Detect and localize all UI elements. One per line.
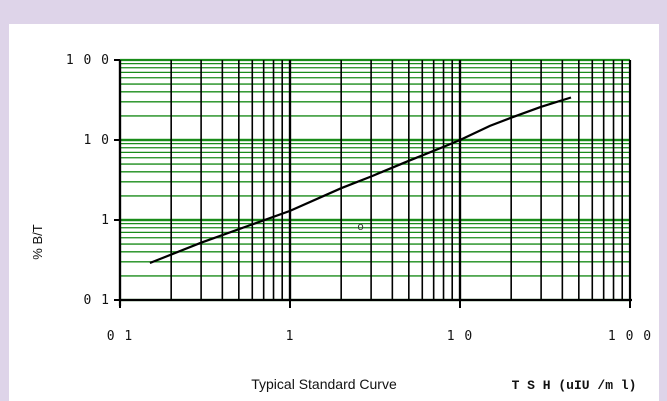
x-axis-label: T S H (uIU /m l) (512, 378, 637, 393)
chart-panel: % B/T Typical Standard Curve T S H (uIU … (9, 24, 659, 401)
x-tick-label: 0 1 (107, 329, 133, 344)
y-axis-label: % B/T (30, 224, 45, 259)
x-tick-label: 1 0 0 (608, 329, 652, 344)
grid (118, 58, 632, 302)
y-tick-label: 0 1 (84, 293, 110, 308)
chart-caption: Typical Standard Curve (251, 376, 397, 392)
curve-annotation: o (357, 221, 363, 233)
axes (114, 59, 632, 308)
labels: % B/T Typical Standard Curve T S H (uIU … (30, 53, 652, 393)
x-tick-label: 1 0 (447, 329, 473, 344)
x-tick-label: 1 (286, 329, 295, 344)
y-tick-label: 1 0 (84, 133, 110, 148)
series (149, 96, 572, 265)
y-tick-label: 1 (101, 213, 110, 228)
standard-curve-line (149, 96, 572, 265)
standard-curve-chart: % B/T Typical Standard Curve T S H (uIU … (30, 53, 652, 393)
y-tick-label: 1 0 0 (66, 53, 110, 68)
